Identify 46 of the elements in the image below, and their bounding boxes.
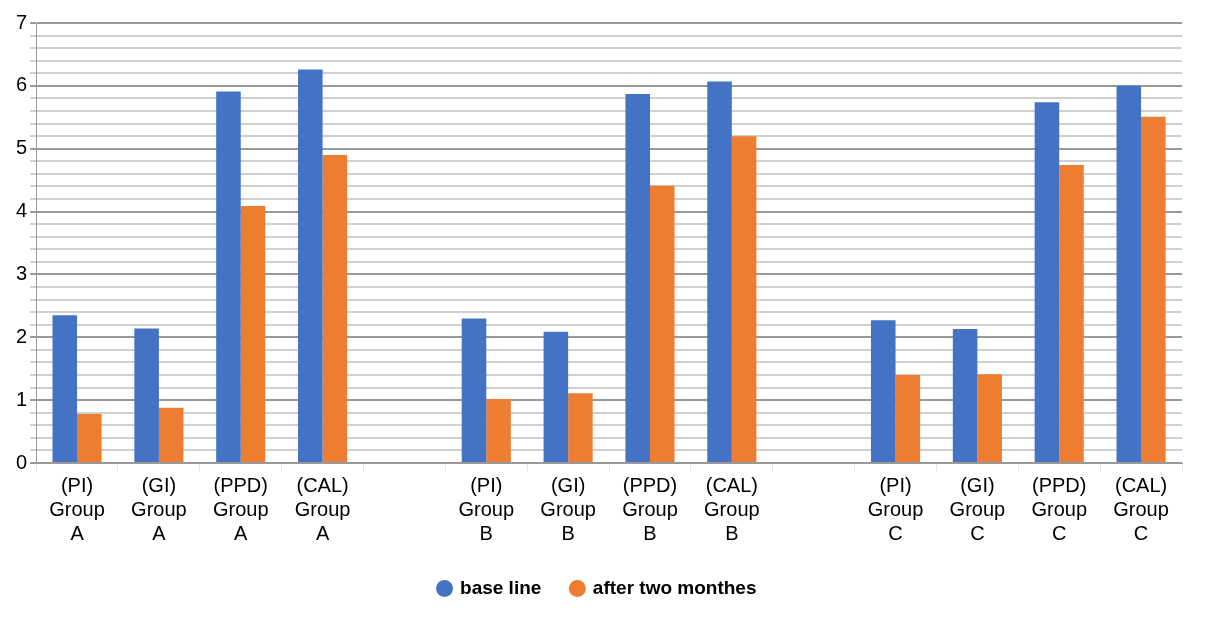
x-tick-label: (PI) Group C	[867, 473, 924, 544]
bar	[895, 375, 921, 462]
bar	[977, 374, 1002, 462]
y-tick-label: 7	[16, 10, 28, 33]
bar	[240, 205, 266, 462]
bar	[158, 407, 184, 462]
bar	[461, 318, 487, 462]
bar	[322, 155, 348, 462]
bar	[870, 320, 896, 462]
bar	[952, 329, 978, 462]
x-tick-label: (CAL) Group C	[1113, 473, 1169, 544]
x-tick-label: (PPD) Group B	[622, 473, 678, 544]
y-tick-label: 3	[16, 261, 28, 284]
bar	[649, 185, 675, 462]
bar	[1034, 102, 1060, 462]
bar	[625, 94, 650, 462]
bar	[52, 315, 78, 462]
bar	[1116, 85, 1142, 462]
bar	[134, 328, 159, 462]
y-tick-label: 0	[16, 450, 28, 473]
bar	[1059, 165, 1084, 462]
bar	[568, 393, 593, 462]
bar	[1141, 116, 1166, 462]
x-tick-label: (CAL) Group B	[704, 473, 760, 544]
legend-label: after two monthes	[592, 576, 757, 598]
y-tick-label: 2	[16, 324, 28, 347]
x-tick-label: (GI) Group B	[540, 473, 596, 544]
x-tick-label: (GI) Group A	[131, 473, 187, 544]
x-tick-label: (PPD) Group A	[212, 473, 269, 544]
y-tick-label: 4	[16, 199, 28, 222]
x-tick-label: (PI) Group B	[458, 473, 515, 544]
bar	[77, 413, 102, 462]
y-tick-label: 6	[16, 73, 28, 96]
x-tick-label: (CAL) Group A	[294, 473, 351, 544]
y-tick-label: 1	[16, 387, 28, 410]
bar	[731, 136, 757, 462]
y-tick-label: 5	[16, 136, 28, 159]
x-tick-label: (PPD) Group C	[1031, 473, 1088, 544]
bar	[216, 91, 241, 462]
bar	[298, 69, 323, 462]
bar	[543, 331, 569, 462]
bar	[707, 81, 732, 462]
x-tick-label: (GI) Group C	[949, 473, 1006, 544]
bar	[486, 398, 511, 462]
x-tick-label: (PI) Group A	[49, 473, 105, 544]
legend-label: base line	[460, 576, 542, 598]
